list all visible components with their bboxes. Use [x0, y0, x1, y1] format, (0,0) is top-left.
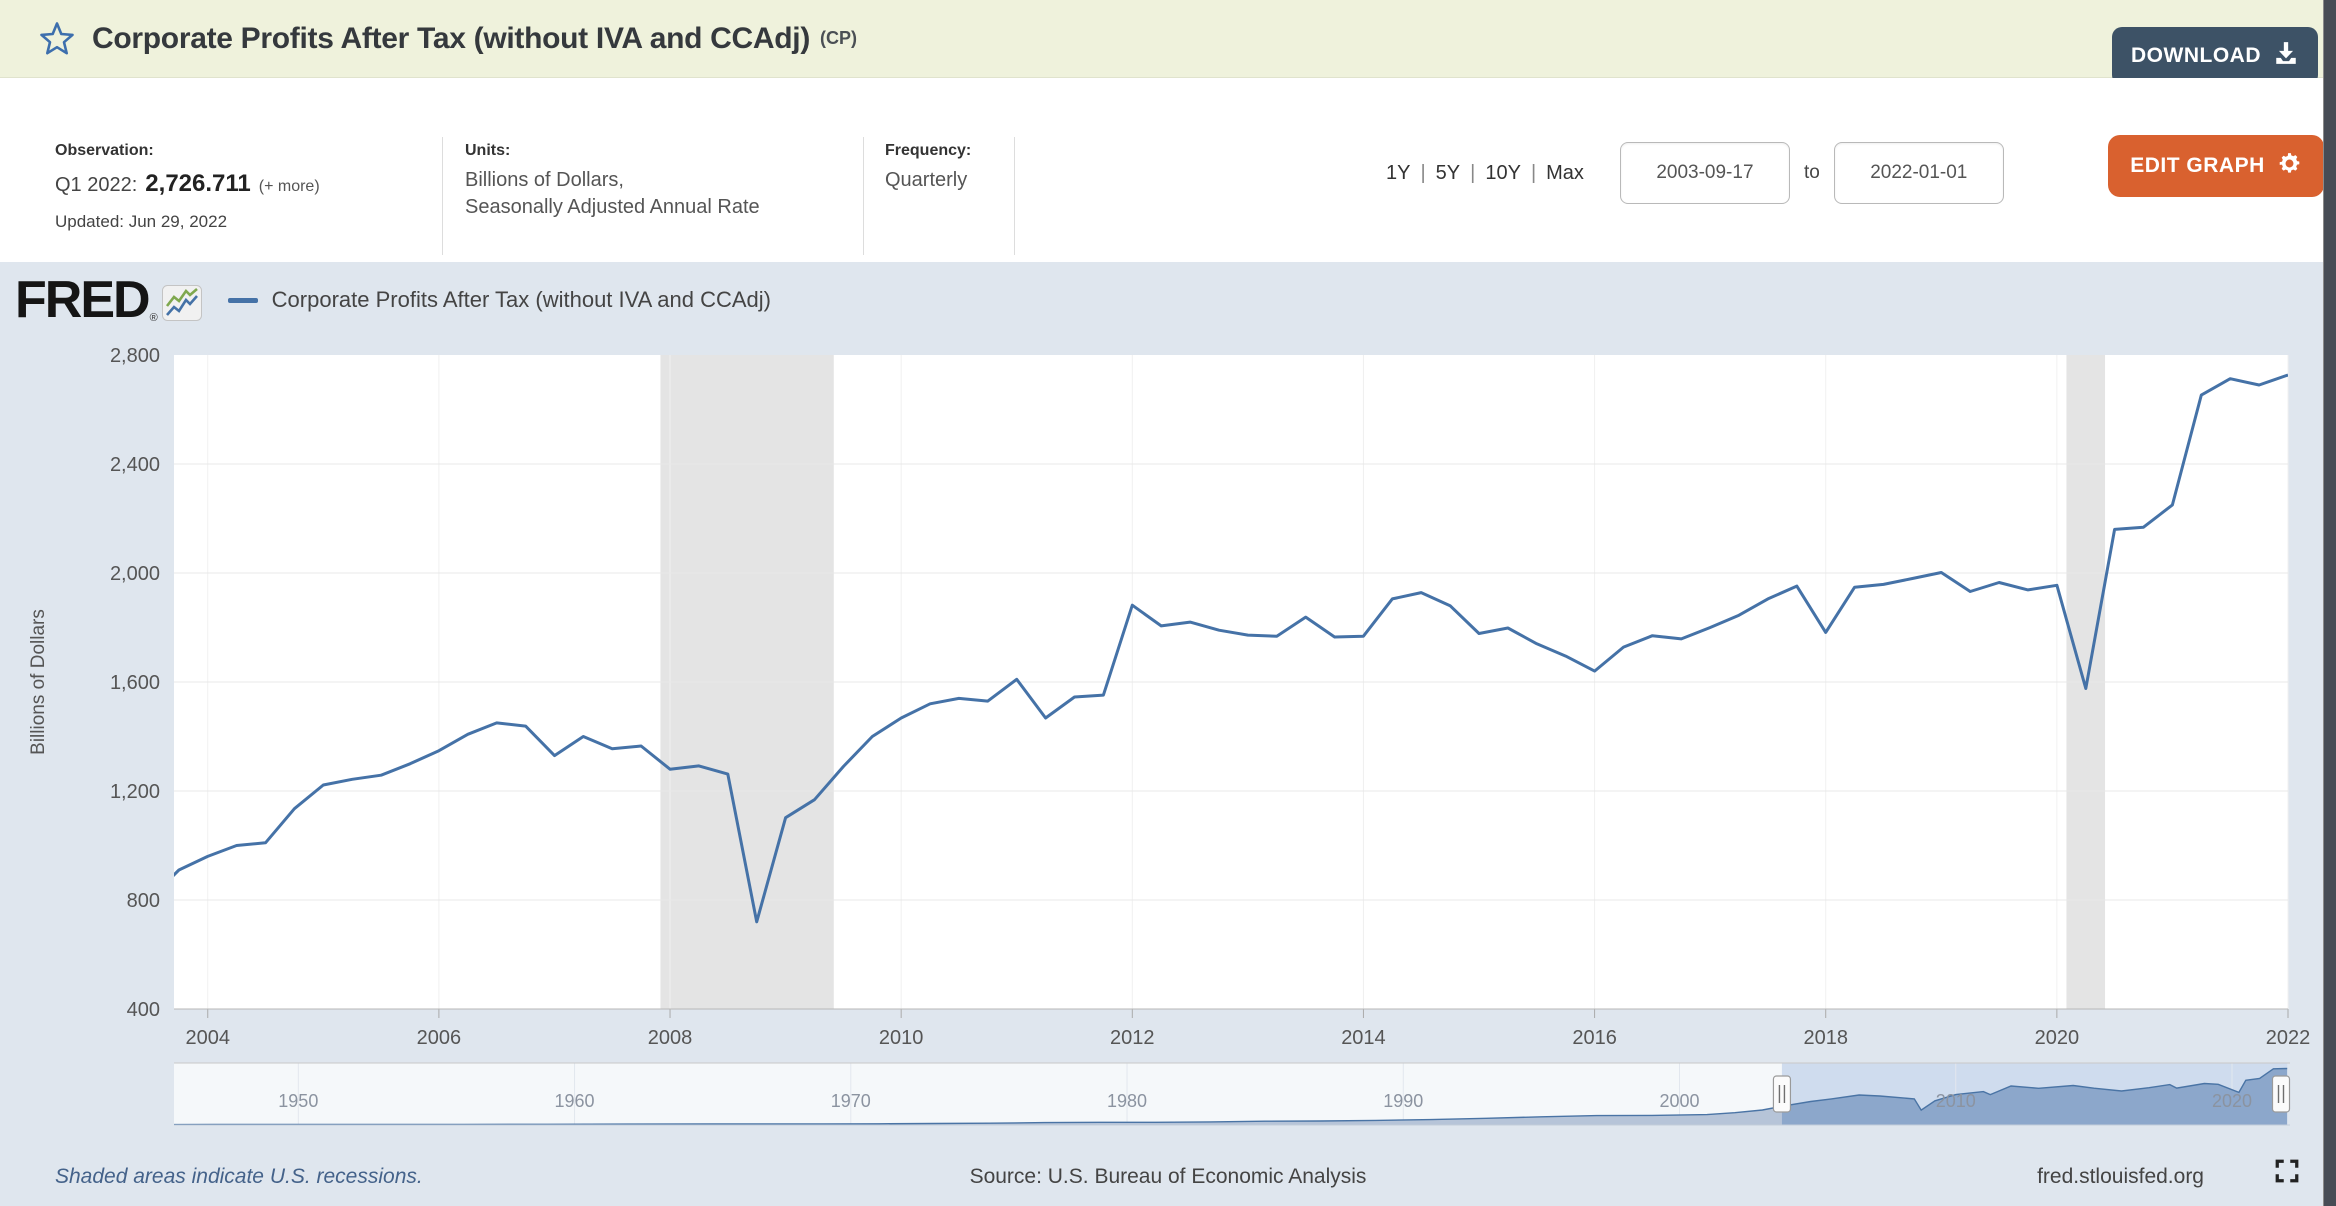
- data-line[interactable]: [150, 373, 2288, 924]
- x-axis-tick-label: 2014: [1341, 1027, 1386, 1049]
- date-start-input[interactable]: [1619, 142, 1790, 204]
- download-button[interactable]: DOWNLOAD: [2112, 27, 2318, 85]
- navigator-area: [1781, 1068, 2288, 1125]
- y-axis-tick-label: 1,200: [110, 781, 160, 803]
- source-note: Source: U.S. Bureau of Economic Analysis: [969, 1165, 1367, 1188]
- edit-graph-button[interactable]: EDIT GRAPH: [2108, 135, 2324, 197]
- x-axis-tick-label: 2010: [879, 1027, 924, 1049]
- divider: [1014, 137, 1015, 255]
- frequency-block: Frequency: Quarterly: [885, 142, 971, 192]
- updated-date: Updated: Jun 29, 2022: [55, 212, 228, 231]
- y-axis-tick-label: 800: [127, 890, 160, 912]
- x-axis-tick-label: 2022: [2266, 1027, 2311, 1049]
- scrollbar[interactable]: [2323, 0, 2336, 1206]
- navigator-left-handle[interactable]: [1772, 1075, 1792, 1113]
- info-bar: Observation: Q1 2022: 2,726.711 (+ more)…: [0, 78, 2336, 262]
- x-axis-tick-label: 2004: [185, 1027, 230, 1049]
- y-axis-tick-label: 2,400: [110, 454, 160, 476]
- favorite-star-icon[interactable]: [38, 20, 76, 58]
- fred-logo-chart-icon: [161, 285, 202, 326]
- download-icon: [2273, 40, 2299, 72]
- frequency-label: Frequency:: [885, 142, 972, 159]
- fred-logo[interactable]: FRED ®: [15, 274, 202, 326]
- app-header: Corporate Profits After Tax (without IVA…: [0, 0, 2336, 85]
- navigator-tick-label: 1950: [278, 1091, 318, 1111]
- navigator-tick-label: 1960: [555, 1091, 595, 1111]
- date-to-label: to: [1803, 162, 1820, 183]
- navigator-tick-label: 1990: [1383, 1091, 1423, 1111]
- separator: |: [1420, 161, 1426, 184]
- range-controls: 1Y | 5Y | 10Y | Max to: [1386, 140, 2004, 206]
- divider: [863, 137, 864, 255]
- observation-block: Observation: Q1 2022: 2,726.711 (+ more)…: [55, 142, 320, 232]
- y-axis-tick-label: 2,800: [110, 345, 160, 367]
- zoom-5y-link[interactable]: 5Y: [1435, 161, 1461, 184]
- units-block: Units: Billions of Dollars, Seasonally A…: [465, 142, 760, 219]
- date-end-input[interactable]: [1833, 142, 2004, 204]
- x-axis-tick-label: 2012: [1110, 1027, 1155, 1049]
- chart-header-row: FRED ® Corporate Profits After Tax (with…: [15, 274, 771, 326]
- gear-icon: [2277, 151, 2302, 182]
- x-axis-tick-label: 2016: [1572, 1027, 1617, 1049]
- frequency-value: Quarterly: [885, 169, 968, 191]
- x-axis-tick-label: 2020: [2035, 1027, 2080, 1049]
- observation-period: Q1 2022:: [55, 174, 138, 196]
- observation-more-link[interactable]: (+ more): [258, 178, 320, 195]
- graph-footer: Shaded areas indicate U.S. recessions. S…: [0, 1158, 2336, 1194]
- units-label: Units:: [465, 142, 511, 159]
- y-axis-tick-label: 1,600: [110, 672, 160, 694]
- units-line1: Billions of Dollars,: [465, 169, 624, 191]
- zoom-max-link[interactable]: Max: [1546, 161, 1584, 184]
- divider: [442, 137, 443, 255]
- navigator-right-handle[interactable]: [2271, 1075, 2291, 1113]
- legend-line-swatch: [227, 297, 258, 303]
- chart-panel: 2004 2006 2008 2010 2012 2014 2016 2018 2020 2022…: [0, 262, 2336, 1206]
- x-axis-tick-label: 2018: [1803, 1027, 1848, 1049]
- y-axis-tick-label: 2,000: [110, 563, 160, 585]
- download-button-label: DOWNLOAD: [2131, 44, 2261, 67]
- edit-graph-label: EDIT GRAPH: [2130, 154, 2265, 177]
- recession-note: Shaded areas indicate U.S. recessions.: [55, 1165, 423, 1188]
- observation-value: 2,726.711: [145, 170, 251, 197]
- navigator-tick-label: 1970: [831, 1091, 871, 1111]
- x-axis-tick-label: 2008: [648, 1027, 693, 1049]
- fred-url: fred.stlouisfed.org: [2037, 1165, 2204, 1188]
- fred-logo-text: FRED: [15, 271, 151, 329]
- fullscreen-icon[interactable]: [2274, 1158, 2300, 1184]
- x-axis-tick-label: 2006: [417, 1027, 462, 1049]
- page-title: Corporate Profits After Tax (without IVA…: [92, 21, 811, 55]
- separator: |: [1470, 161, 1476, 184]
- separator: |: [1530, 161, 1537, 184]
- navigator-tick-label: 1980: [1107, 1091, 1147, 1111]
- navigator-tick-label: 2010: [1936, 1091, 1976, 1111]
- navigator-tick-label: 2000: [1659, 1091, 1699, 1111]
- navigator-tick-label: 2020: [2212, 1091, 2252, 1111]
- units-line2: Seasonally Adjusted Annual Rate: [465, 196, 760, 218]
- main-chart[interactable]: 2004 2006 2008 2010 2012 2014 2016 2018 2020 2022…: [0, 262, 2336, 1206]
- series-id: (CP): [820, 28, 858, 48]
- registered-mark: ®: [149, 312, 158, 324]
- zoom-10y-link[interactable]: 10Y: [1485, 161, 1521, 184]
- zoom-1y-link[interactable]: 1Y: [1386, 161, 1411, 184]
- y-axis-tick-label: 400: [127, 999, 160, 1021]
- observation-label: Observation:: [55, 142, 154, 159]
- legend-series-label: Corporate Profits After Tax (without IVA…: [271, 287, 771, 312]
- y-axis-title: Billions of Dollars: [28, 609, 49, 755]
